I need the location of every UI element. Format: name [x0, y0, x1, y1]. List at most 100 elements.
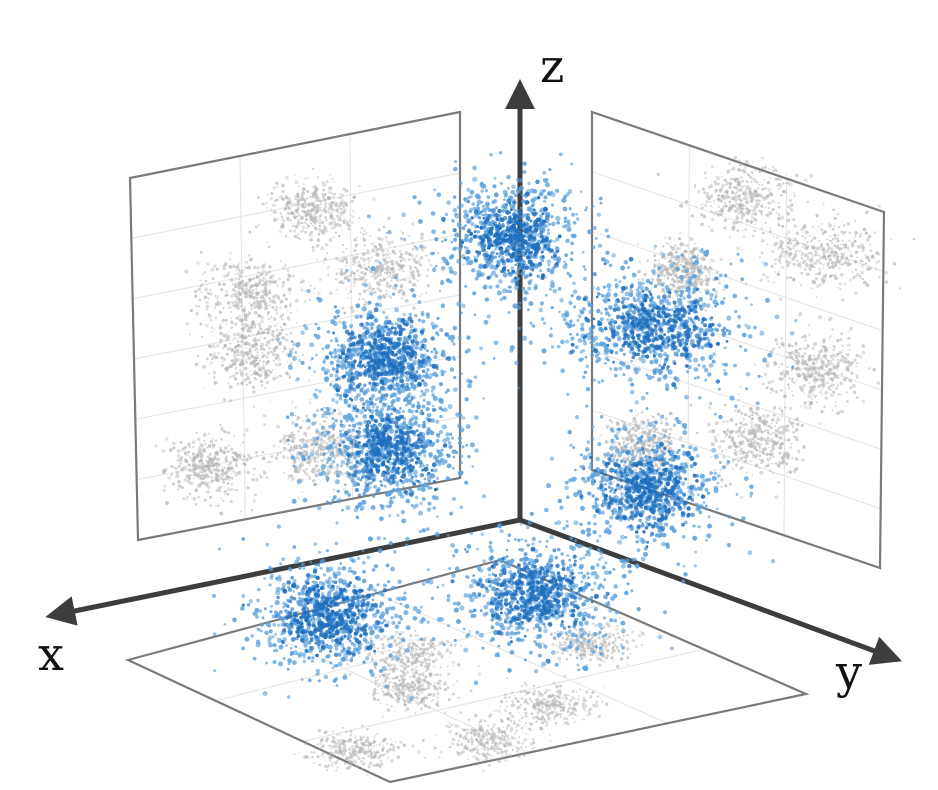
left-projection-blob-3-point	[196, 261, 200, 265]
left-projection-blob-6-point	[335, 450, 338, 453]
left-projection-blob-5-point	[183, 478, 188, 482]
left-projection-blob-5-point	[254, 493, 257, 497]
left-projection-blob-5-point	[216, 478, 221, 483]
right-projection-blob-1-point	[700, 203, 703, 206]
left-projection-blob-5-point	[219, 497, 222, 500]
right-projection-blob-4-point	[810, 370, 814, 373]
left-projection-blob-1-point	[348, 219, 351, 222]
right-projection-blob-4-point	[847, 361, 850, 364]
right-projection-blob-5-point	[800, 423, 805, 428]
left-projection-blob-5-point	[228, 478, 231, 481]
right-projection-blob-5-point	[711, 429, 716, 434]
right-projection-blob-1-point	[786, 205, 790, 209]
floor-projection-blob-1-point	[387, 668, 389, 671]
left-projection-blob-1-point	[296, 222, 301, 227]
left-projection-blob-3-point	[243, 311, 246, 314]
left-projection-blob-4-point	[249, 352, 253, 356]
left-projection-blob-4-point	[209, 352, 213, 357]
left-projection-blob-4-point	[260, 342, 262, 345]
right-projection-blob-2-point	[837, 239, 840, 243]
left-projection-blob-1-point	[350, 199, 354, 203]
right-projection-blob-4-point	[797, 373, 801, 377]
left-projection-blob-2-point	[385, 271, 389, 275]
left-projection-blob-2-point	[438, 289, 442, 293]
left-projection-blob-5-point	[194, 455, 199, 460]
floor-projection-blob-1-point	[348, 672, 352, 676]
left-projection-blob-2-point	[372, 271, 377, 276]
left-projection-blob-2-point	[427, 258, 430, 262]
right-projection-blob-1-point	[720, 183, 725, 188]
left-projection-blob-1-point	[320, 203, 322, 206]
right-projection-blob-6-point	[615, 420, 620, 425]
left-projection-blob-4-point	[245, 383, 249, 386]
right-projection-blob-5-point	[748, 415, 751, 418]
right-projection-blob-2-point	[783, 255, 785, 258]
right-projection-blob-4-point	[813, 384, 816, 388]
floor-projection-blob-1-point	[412, 642, 416, 646]
right-projection-blob-4-point	[794, 354, 799, 359]
left-projection-blob-4-point	[266, 351, 270, 355]
right-projection-blob-4-point	[820, 410, 824, 414]
right-projection-blob-1-point	[776, 184, 779, 187]
right-projection-blob-1-point	[744, 205, 747, 208]
left-projection-blob-3-point	[218, 310, 222, 314]
left-projection-blob-1-point	[294, 225, 299, 229]
left-projection-blob-6-point	[317, 468, 321, 472]
left-projection-blob-3-point	[242, 280, 245, 282]
left-projection-blob-2-point	[386, 285, 389, 288]
right-projection-blob-4-point	[779, 371, 783, 376]
left-projection-blob-3-point	[238, 274, 243, 278]
right-projection-blob-1-point	[745, 160, 750, 164]
right-projection-blob-4-point	[799, 385, 803, 389]
left-projection-blob-2-point	[419, 263, 422, 266]
right-projection-blob-2-point	[844, 252, 846, 255]
left-projection-blob-6-point	[307, 461, 311, 465]
floor-projection-blob-1-point	[429, 645, 433, 649]
left-projection-blob-3-point	[249, 257, 253, 262]
right-projection-blob-3-point	[668, 261, 670, 263]
left-projection-blob-4-point	[222, 306, 225, 310]
right-projection-blob-5-point	[767, 442, 770, 445]
right-projection-blob-5-point	[719, 469, 722, 472]
left-projection-blob-2-point	[390, 276, 393, 279]
floor-projection-blob-1-point	[393, 664, 397, 667]
right-projection-blob-2-point	[827, 261, 831, 264]
right-projection-blob-1-point	[793, 195, 796, 197]
right-projection-blob-5-point	[789, 445, 793, 449]
left-projection-blob-6-point	[305, 414, 309, 418]
right-projection-blob-2-point	[848, 231, 851, 234]
floor-projection-blob-1-point	[393, 639, 396, 642]
left-projection-blob-3-point	[207, 297, 210, 300]
left-projection-blob-4-point	[219, 342, 222, 345]
right-projection-blob-3-point	[712, 260, 715, 263]
left-projection-blob-6-point	[304, 454, 308, 457]
right-projection-blob-5-point	[724, 435, 727, 438]
left-projection-blob-2-point	[360, 270, 364, 275]
right-projection-blob-1-point	[717, 197, 721, 202]
left-projection-blob-3-point	[209, 292, 213, 296]
right-projection-blob-4-point	[808, 333, 811, 336]
left-projection-blob-1-point	[324, 228, 328, 233]
floor-projection-blob-1-point	[431, 652, 434, 656]
right-projection-blob-2-point	[878, 275, 881, 279]
left-projection-blob-3-point	[252, 285, 255, 288]
left-projection-blob-2-point	[421, 257, 424, 260]
left-projection-blob-4-point	[221, 360, 224, 363]
left-projection-blob-4-point	[234, 356, 237, 359]
left-projection-blob-2-point	[371, 249, 375, 253]
left-projection-blob-5-point	[210, 465, 213, 468]
left-projection-blob-4-point	[250, 354, 254, 358]
right-projection-blob-4-point	[771, 379, 775, 383]
left-projection-blob-1-point	[276, 217, 279, 221]
right-projection-blob-5-point	[708, 406, 712, 409]
right-projection-blob-2-point	[801, 251, 805, 256]
right-projection-blob-2-point	[793, 218, 796, 221]
left-projection-blob-5-point	[179, 457, 183, 460]
right-projection-blob-3-point	[673, 279, 677, 283]
left-projection-points	[154, 167, 465, 516]
floor-projection-blob-2-point	[432, 692, 435, 695]
left-projection-blob-1-point	[287, 206, 291, 210]
left-projection-blob-2-point	[400, 286, 403, 289]
left-projection-blob-1-point	[289, 219, 292, 222]
